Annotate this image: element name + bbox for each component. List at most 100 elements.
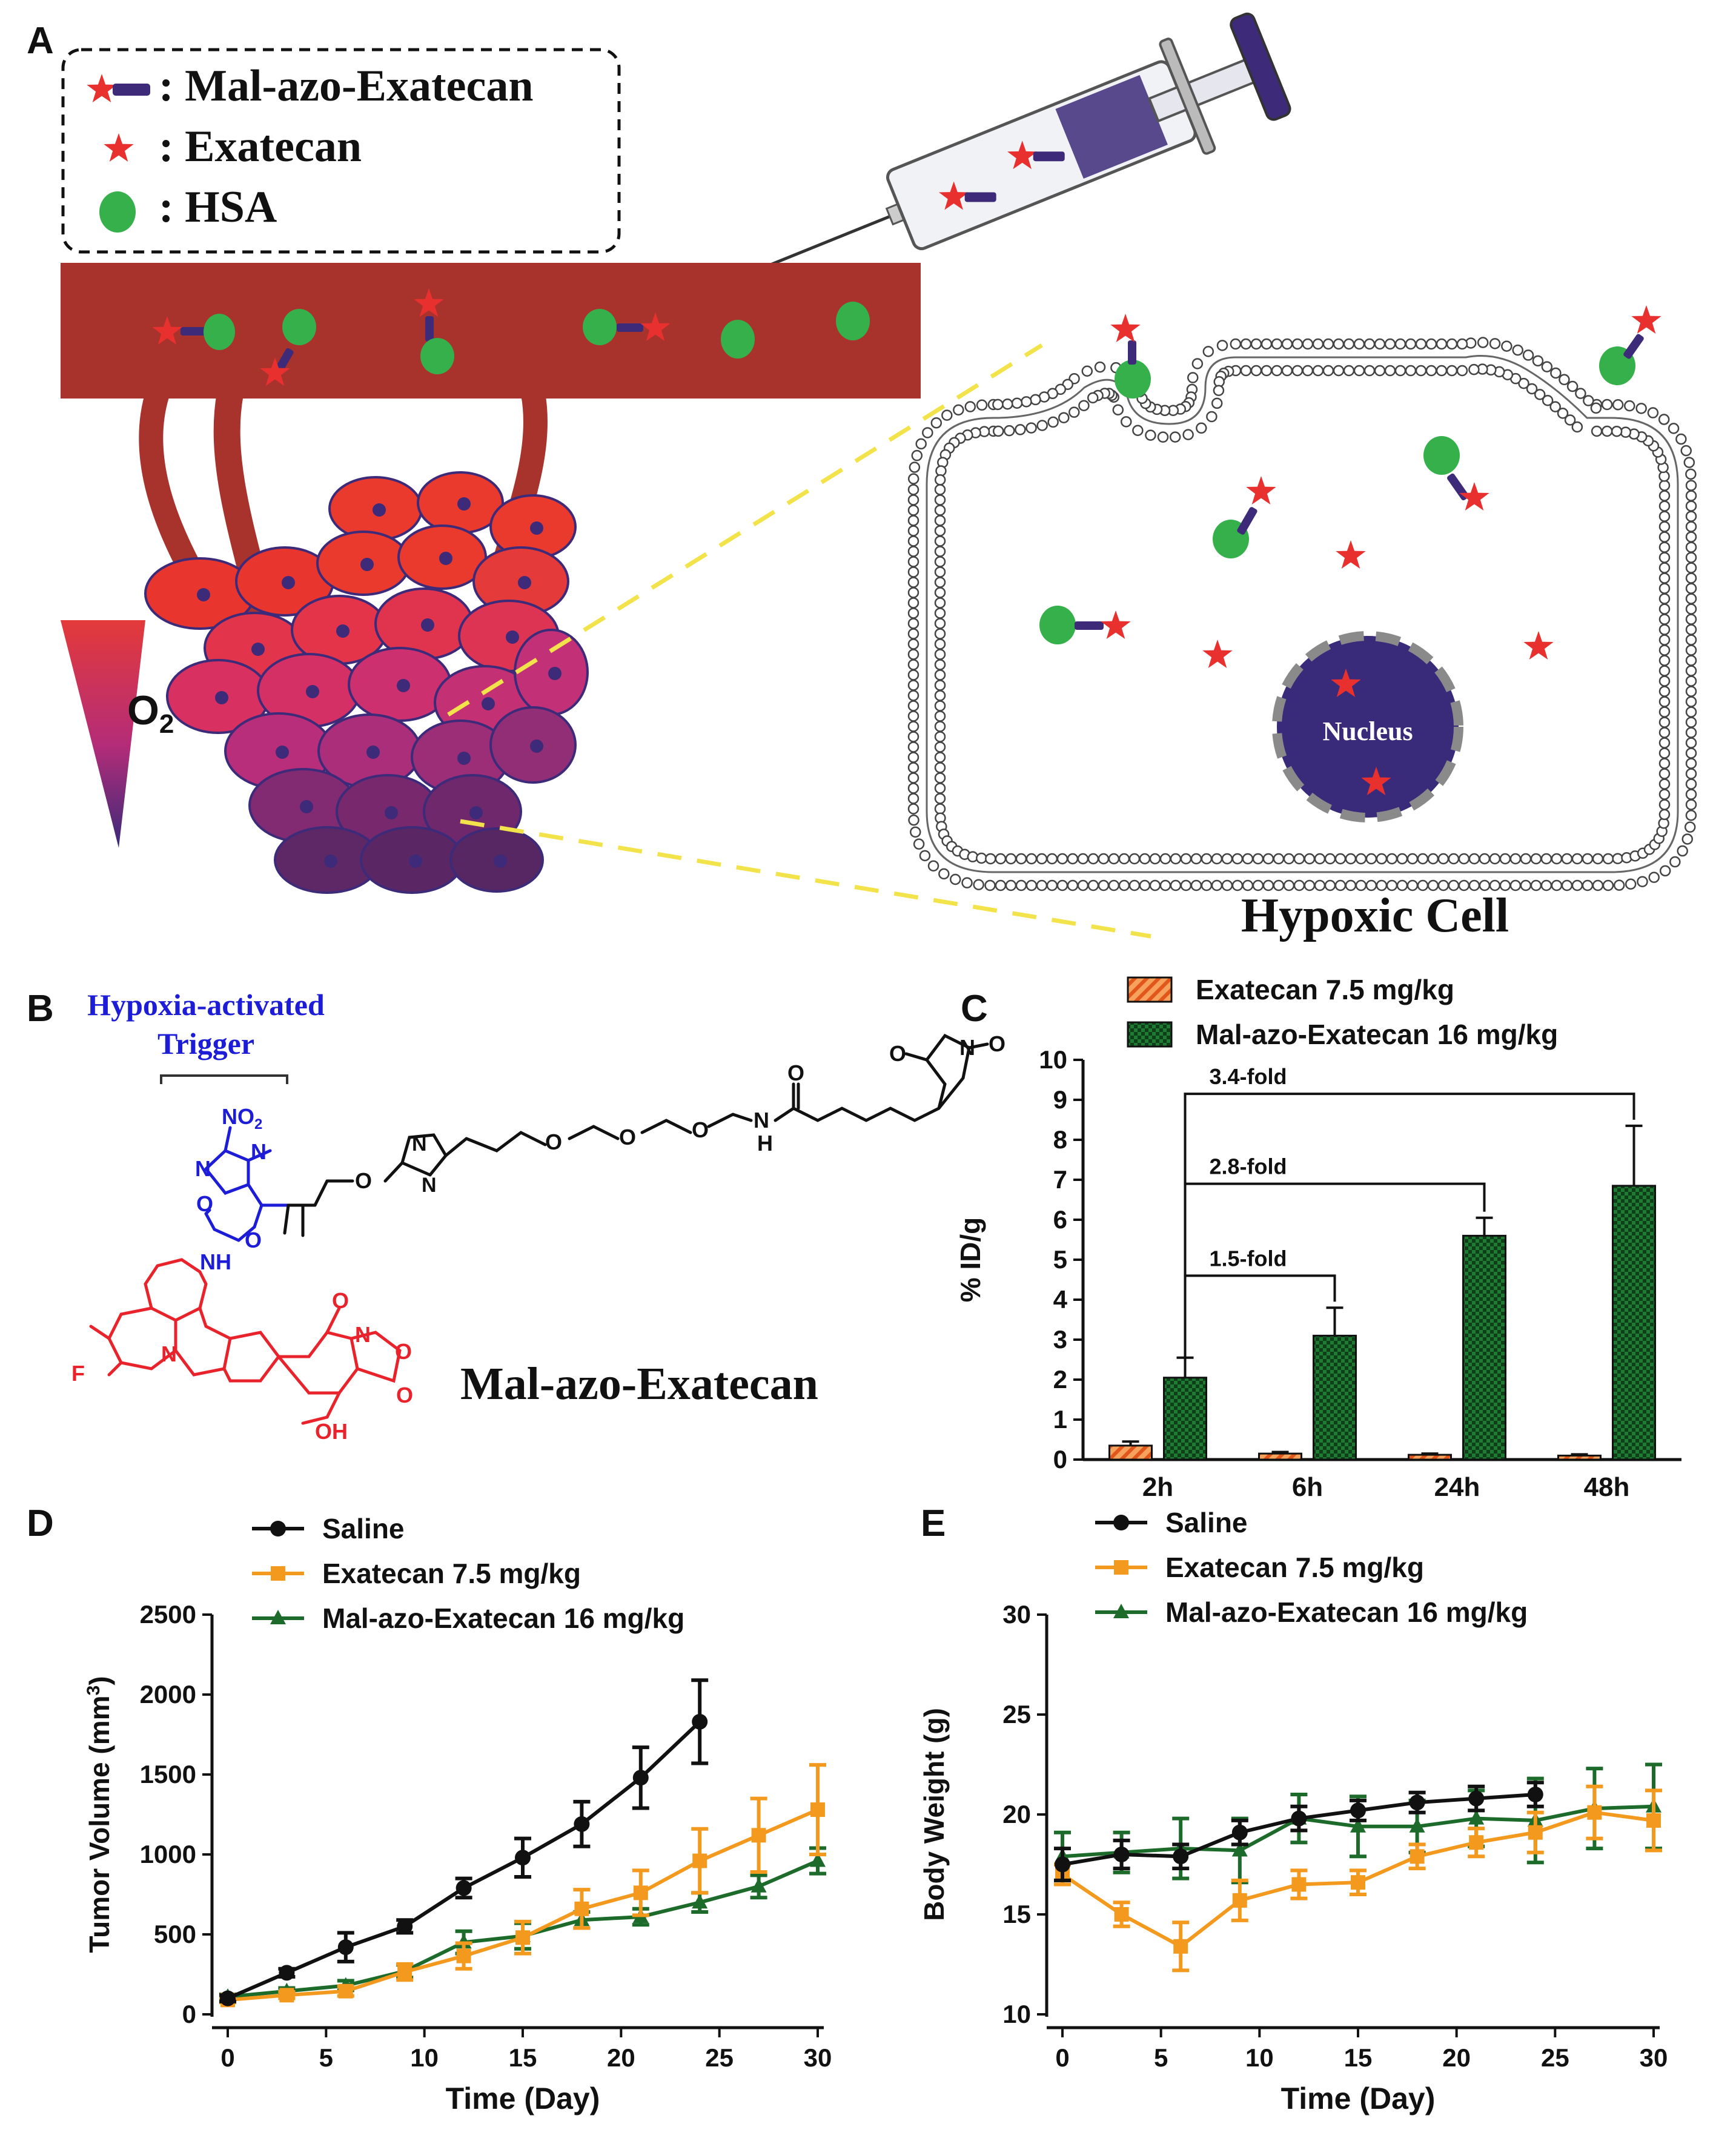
membrane-bead xyxy=(1658,634,1671,646)
membrane-bead xyxy=(1637,876,1648,887)
membrane-bead xyxy=(907,597,919,609)
membrane-bead xyxy=(1550,367,1562,379)
legend-label: Mal-azo-Exatecan 16 mg/kg xyxy=(322,1603,684,1634)
membrane-bead xyxy=(1658,737,1671,749)
membrane-bead xyxy=(907,556,919,567)
membrane-bead xyxy=(1518,377,1529,389)
membrane-bead xyxy=(1658,655,1671,666)
membrane-bead xyxy=(1532,355,1544,367)
membrane-bead xyxy=(1322,338,1334,350)
membrane-bead xyxy=(1191,358,1204,369)
membrane-bead xyxy=(1590,402,1602,414)
series-2 xyxy=(1054,1762,1662,1885)
bar xyxy=(1462,1234,1506,1461)
cell-nucleus xyxy=(300,800,313,813)
vessel-conjugates xyxy=(152,288,870,386)
membrane-bead xyxy=(1526,383,1538,395)
membrane-bead xyxy=(1685,727,1697,738)
membrane-bead xyxy=(1159,879,1171,891)
data-point xyxy=(1468,1810,1485,1825)
membrane-bead xyxy=(1564,414,1576,426)
membrane-bead xyxy=(1683,457,1695,468)
membrane-bead xyxy=(1231,853,1244,865)
membrane-bead xyxy=(1658,562,1671,574)
membrane-bead xyxy=(1201,879,1213,891)
membrane-bead xyxy=(1501,340,1512,352)
membrane-bead xyxy=(1081,365,1093,377)
trigger-bracket xyxy=(160,1074,288,1084)
data-point xyxy=(1232,1893,1247,1908)
atom-n: N xyxy=(422,1174,437,1197)
membrane-bead xyxy=(934,721,946,732)
membrane-bead xyxy=(934,525,946,537)
membrane-bead xyxy=(1685,675,1697,687)
x-tick-label: 10 xyxy=(410,2043,439,2072)
cell-nucleus xyxy=(469,806,483,819)
atom-o: O xyxy=(395,1339,412,1364)
x-tick-label: 30 xyxy=(1640,2043,1668,2072)
membrane-bead xyxy=(934,628,946,640)
membrane-bead xyxy=(907,803,919,815)
series-0 xyxy=(1054,1781,1544,1882)
membrane-bead xyxy=(1489,853,1501,865)
syringe-illustration xyxy=(743,12,1291,277)
legend-label: Mal-azo-Exatecan 16 mg/kg xyxy=(1165,1596,1528,1628)
membrane-bead xyxy=(927,860,939,872)
y-tick-label: 9 xyxy=(1053,1085,1067,1114)
y-tick-label: 1 xyxy=(1053,1405,1067,1434)
membrane-bead xyxy=(1087,853,1099,865)
membrane-bead xyxy=(1036,853,1048,865)
y-tick-label: 1500 xyxy=(140,1760,196,1788)
membrane-bead xyxy=(934,762,946,773)
membrane-bead xyxy=(934,535,946,547)
membrane-bead xyxy=(1685,696,1697,707)
membrane-bead xyxy=(1314,853,1326,865)
membrane-bead xyxy=(1542,395,1554,406)
membrane-bead xyxy=(1658,521,1671,532)
legend-box xyxy=(61,48,621,254)
membrane-bead xyxy=(934,556,946,567)
membrane-bead xyxy=(907,628,919,640)
membrane-bead xyxy=(1149,879,1161,891)
membrane-bead xyxy=(1583,395,1594,406)
cell-nucleus xyxy=(421,618,434,632)
membrane-bead xyxy=(1625,878,1637,890)
legend-label: : Exatecan xyxy=(159,122,362,171)
membrane-bead xyxy=(1015,424,1026,435)
linker-bar-icon xyxy=(113,84,150,96)
membrane-bead xyxy=(907,577,919,588)
membrane-bead xyxy=(1647,407,1659,418)
data-point xyxy=(1055,1856,1070,1873)
membrane-bead xyxy=(1002,398,1013,410)
membrane-bead xyxy=(1436,338,1448,350)
membrane-bead xyxy=(1415,365,1427,377)
membrane-bead xyxy=(1479,853,1491,865)
atom-n: N xyxy=(355,1322,371,1347)
membrane-bead xyxy=(934,772,946,784)
membrane-bead xyxy=(1685,521,1697,532)
data-point xyxy=(270,1610,286,1624)
membrane-bead xyxy=(1281,338,1293,350)
membrane-bead xyxy=(1211,853,1223,865)
membrane-bead xyxy=(907,669,919,681)
membrane-bead xyxy=(915,438,927,450)
x-tick-label: 20 xyxy=(1442,2043,1471,2072)
membrane-bead xyxy=(1405,338,1417,350)
cell-nucleus xyxy=(282,576,295,589)
data-point xyxy=(1409,1818,1425,1833)
fold-label: 1.5-fold xyxy=(1210,1246,1287,1271)
membrane-bead xyxy=(1417,853,1429,865)
membrane-bead xyxy=(934,504,946,516)
membrane-bead xyxy=(1281,365,1293,377)
membrane-bead xyxy=(1658,603,1671,615)
membrane-bead xyxy=(1658,778,1671,790)
legend-item-mal-azo-exatecan: : Mal-azo-Exatecan xyxy=(87,61,534,111)
membrane-bead xyxy=(1509,879,1522,891)
membrane-bead xyxy=(1067,879,1079,891)
membrane-bead xyxy=(934,546,946,557)
data-point xyxy=(1291,1877,1307,1892)
membrane-bead xyxy=(949,873,961,885)
membrane-bead xyxy=(1685,768,1697,779)
membrane-bead xyxy=(1668,423,1680,434)
data-point xyxy=(1646,1813,1661,1828)
